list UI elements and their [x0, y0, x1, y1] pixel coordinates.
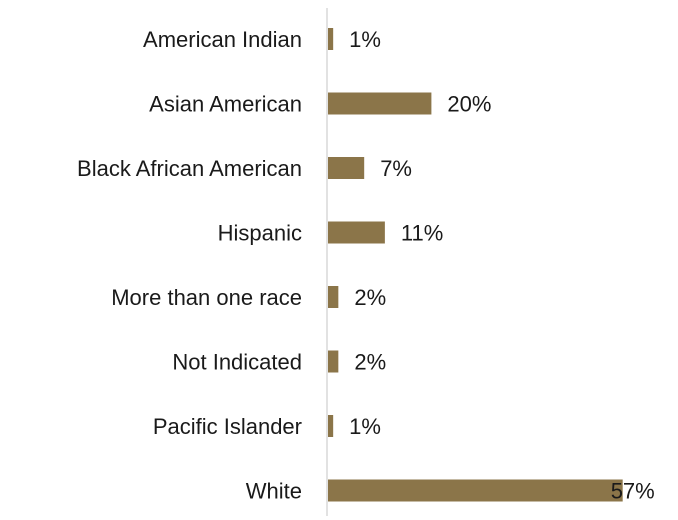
- value-label-not-indicated: 2%: [354, 350, 386, 375]
- category-label-pacific-islander: Pacific Islander: [153, 414, 302, 439]
- value-label-white: 57%: [611, 479, 655, 504]
- bar-hispanic: [328, 221, 385, 244]
- bar-pacific-islander: [328, 415, 334, 437]
- category-label-black-african-american: Black African American: [77, 156, 302, 181]
- category-label-hispanic: Hispanic: [218, 221, 302, 246]
- value-label-more-than-one-race: 2%: [354, 285, 386, 310]
- category-label-white: White: [246, 479, 302, 504]
- bar-black-african-american: [328, 157, 365, 179]
- value-label-hispanic: 11%: [401, 221, 443, 246]
- bar-white: [328, 479, 623, 502]
- bar-asian-american: [328, 92, 432, 115]
- category-label-american-indian: American Indian: [143, 27, 302, 52]
- category-labels: American Indian Asian American Black Afric…: [77, 27, 302, 504]
- value-label-pacific-islander: 1%: [349, 414, 381, 439]
- category-label-not-indicated: Not Indicated: [172, 350, 302, 375]
- category-label-asian-american: Asian American: [149, 92, 302, 117]
- category-label-more-than-one-race: More than one race: [111, 285, 302, 310]
- value-label-american-indian: 1%: [349, 27, 381, 52]
- value-labels: 1% 20% 7% 11% 2% 2% 1% 57%: [349, 27, 655, 504]
- bars: [328, 28, 623, 502]
- value-label-black-african-american: 7%: [380, 156, 412, 181]
- value-label-asian-american: 20%: [447, 92, 491, 117]
- bar-american-indian: [328, 28, 334, 50]
- bar-not-indicated: [328, 350, 339, 373]
- bar-more-than-one-race: [328, 286, 339, 308]
